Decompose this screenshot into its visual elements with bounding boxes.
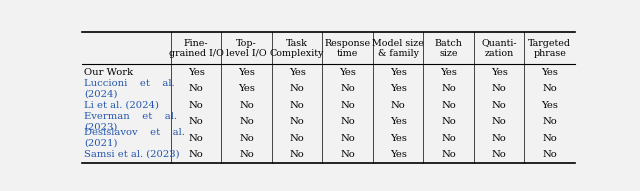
Text: No: No [290, 150, 305, 159]
Text: No: No [189, 117, 204, 126]
Text: Fine-
grained I/O: Fine- grained I/O [168, 39, 223, 58]
Text: Yes: Yes [390, 134, 406, 142]
Text: Li et al. (2024): Li et al. (2024) [84, 101, 159, 110]
Text: Yes: Yes [390, 150, 406, 159]
Text: No: No [542, 150, 557, 159]
Text: Targeted
phrase: Targeted phrase [528, 39, 572, 58]
Text: No: No [189, 84, 204, 93]
Text: Yes: Yes [188, 68, 204, 77]
Text: Yes: Yes [541, 101, 558, 110]
Text: No: No [239, 150, 254, 159]
Text: No: No [542, 84, 557, 93]
Text: No: No [189, 150, 204, 159]
Text: No: No [442, 101, 456, 110]
Text: Quanti-
zation: Quanti- zation [481, 39, 517, 58]
Text: Everman    et    al.
(2023): Everman et al. (2023) [84, 112, 177, 131]
Text: No: No [442, 150, 456, 159]
Text: No: No [542, 134, 557, 142]
Text: No: No [290, 134, 305, 142]
Text: Yes: Yes [390, 84, 406, 93]
Text: No: No [239, 101, 254, 110]
Text: No: No [542, 117, 557, 126]
Text: Yes: Yes [491, 68, 508, 77]
Text: No: No [189, 134, 204, 142]
Text: No: No [340, 101, 355, 110]
Text: No: No [492, 84, 507, 93]
Text: No: No [340, 150, 355, 159]
Text: No: No [492, 117, 507, 126]
Text: No: No [290, 84, 305, 93]
Text: No: No [239, 134, 254, 142]
Text: Yes: Yes [541, 68, 558, 77]
Text: No: No [391, 101, 406, 110]
Text: Response
time: Response time [324, 39, 371, 58]
Text: No: No [290, 101, 305, 110]
Text: No: No [492, 134, 507, 142]
Text: Yes: Yes [390, 117, 406, 126]
Text: No: No [442, 117, 456, 126]
Text: No: No [492, 150, 507, 159]
Text: Luccioni    et    al.
(2024): Luccioni et al. (2024) [84, 79, 175, 98]
Text: Yes: Yes [238, 68, 255, 77]
Text: No: No [290, 117, 305, 126]
Text: No: No [239, 117, 254, 126]
Text: Our Work: Our Work [84, 68, 134, 77]
Text: Batch
size: Batch size [435, 39, 463, 58]
Text: Top-
level I/O: Top- level I/O [227, 39, 267, 58]
Text: Yes: Yes [289, 68, 305, 77]
Text: No: No [340, 84, 355, 93]
Text: Model size
& family: Model size & family [372, 39, 424, 58]
Text: Yes: Yes [238, 84, 255, 93]
Text: Yes: Yes [339, 68, 356, 77]
Text: No: No [340, 117, 355, 126]
Text: No: No [189, 101, 204, 110]
Text: Desislavov    et    al.
(2021): Desislavov et al. (2021) [84, 128, 186, 148]
Text: Yes: Yes [390, 68, 406, 77]
Text: Samsi et al. (2023): Samsi et al. (2023) [84, 150, 180, 159]
Text: No: No [442, 134, 456, 142]
Text: No: No [340, 134, 355, 142]
Text: No: No [492, 101, 507, 110]
Text: Task
Complexity: Task Complexity [270, 39, 324, 58]
Text: No: No [442, 84, 456, 93]
Text: Yes: Yes [440, 68, 457, 77]
